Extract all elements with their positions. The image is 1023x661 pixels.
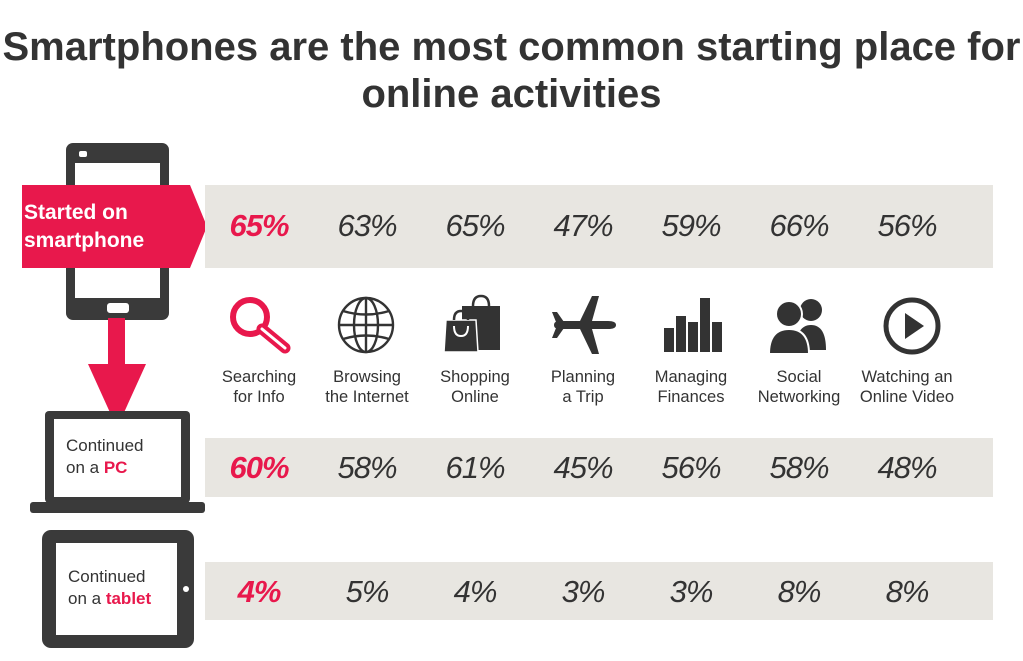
smartphone-value-3: 65% <box>445 208 505 243</box>
pc-value-6: 58% <box>769 450 829 485</box>
category-label-5: Managing Finances <box>654 368 728 406</box>
category-label-4: Planning a Trip <box>550 368 616 406</box>
pc-value-2: 58% <box>337 450 397 485</box>
pc-value-3: 61% <box>445 450 505 485</box>
people-icon <box>767 299 826 355</box>
category-label-6: Social Networking <box>757 368 841 406</box>
smartphone-value-1: 65% <box>229 208 289 243</box>
tablet-icon <box>42 530 194 648</box>
laptop-icon <box>30 411 205 513</box>
continued-on-pc-label: Continued on a PC <box>66 435 144 479</box>
started-on-smartphone-label: Started on smartphone <box>24 201 145 252</box>
tablet-label-prefix: Continued on a <box>68 567 146 608</box>
pc-value-5: 56% <box>661 450 721 485</box>
pc-label-accent: PC <box>103 458 128 477</box>
pc-value-4: 45% <box>553 450 613 485</box>
tablet-label-accent: tablet <box>105 589 152 608</box>
page-title: Smartphones are the most common starting… <box>2 25 1021 116</box>
pc-value-7: 48% <box>877 450 937 485</box>
smartphone-value-4: 47% <box>553 208 613 243</box>
tablet-row-band <box>205 562 993 620</box>
pc-label-prefix: Continued on a <box>66 436 144 477</box>
airplane-icon <box>552 296 616 354</box>
smartphone-value-5: 59% <box>661 208 721 243</box>
bar-chart-icon <box>664 298 722 352</box>
tablet-value-2: 5% <box>345 574 390 609</box>
shopping-bag-icon <box>443 294 500 353</box>
play-button-icon <box>883 297 941 355</box>
smartphone-value-7: 56% <box>877 208 937 243</box>
globe-icon <box>337 296 395 354</box>
category-label-1: Searching for Info <box>221 368 297 406</box>
arrow-down-icon <box>88 318 146 428</box>
smartphone-value-2: 63% <box>337 208 397 243</box>
tablet-value-4: 3% <box>561 574 606 609</box>
tablet-value-6: 8% <box>777 574 822 609</box>
category-label-3: Shopping Online <box>440 368 510 406</box>
category-label-2: Browsing the Internet <box>325 368 409 406</box>
tablet-value-5: 3% <box>669 574 714 609</box>
smartphone-value-6: 66% <box>769 208 829 243</box>
tablet-value-7: 8% <box>885 574 930 609</box>
started-on-smartphone-label-bg <box>22 185 207 268</box>
tablet-value-1: 4% <box>237 574 282 609</box>
pc-value-1: 60% <box>229 450 289 485</box>
pc-row-band <box>205 438 993 497</box>
tablet-value-3: 4% <box>453 574 498 609</box>
smartphone-row-band <box>205 185 993 268</box>
device-illustration <box>30 143 205 648</box>
magnifier-icon <box>230 297 291 354</box>
category-label-7: Watching an Online Video <box>859 368 955 406</box>
continued-on-tablet-label: Continued on a tablet <box>68 566 151 610</box>
